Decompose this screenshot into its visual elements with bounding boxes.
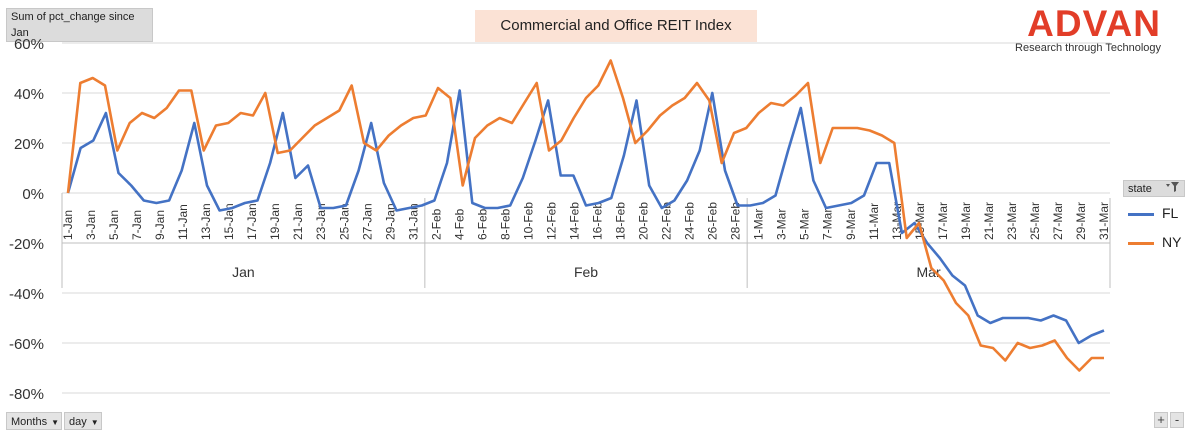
x-tick-label: 5-Mar: [798, 209, 812, 240]
x-tick-label: 1-Jan: [61, 210, 75, 240]
x-tick-label: 27-Mar: [1051, 202, 1065, 240]
value-field-label[interactable]: Sum of pct_change since Jan: [6, 8, 153, 42]
months-field-label: Months: [11, 416, 48, 428]
y-tick-label: 0%: [22, 186, 44, 203]
x-tick-label: 11-Mar: [867, 203, 881, 240]
x-tick-label: 9-Jan: [153, 210, 167, 240]
x-tick-label: 15-Jan: [222, 203, 236, 240]
day-field-button[interactable]: day ▼: [64, 412, 102, 430]
x-tick-label: 6-Feb: [475, 208, 489, 240]
x-tick-label: 10-Feb: [521, 202, 535, 240]
y-tick-label: -60%: [9, 336, 44, 353]
expand-button[interactable]: +: [1154, 412, 1168, 428]
legend-field-label: state: [1128, 183, 1152, 195]
x-tick-label: 13-Jan: [199, 203, 213, 240]
x-tick-label: 27-Jan: [360, 203, 374, 240]
series-line-ny: [66, 59, 1104, 372]
months-field-button[interactable]: Months ▼: [6, 412, 62, 430]
x-tick-label: 3-Jan: [84, 210, 98, 240]
x-tick-label: 21-Jan: [291, 203, 305, 240]
x-tick-label: 31-Jan: [406, 203, 420, 240]
filter-funnel-icon[interactable]: [1166, 181, 1180, 198]
x-tick-label: 19-Jan: [268, 203, 282, 240]
y-tick-label: -20%: [9, 236, 44, 253]
x-tick-label: 18-Feb: [614, 202, 628, 240]
x-tick-label: 9-Mar: [844, 209, 858, 240]
x-tick-label: 12-Feb: [544, 202, 558, 240]
month-label: Jan: [232, 264, 255, 280]
x-tick-label: 29-Mar: [1074, 202, 1088, 240]
legend-field-button[interactable]: state: [1123, 180, 1185, 197]
x-tick-label: 16-Feb: [591, 202, 605, 240]
x-tick-label: 24-Feb: [683, 202, 697, 240]
collapse-button[interactable]: -: [1170, 412, 1184, 428]
legend-label-fl: FL: [1162, 205, 1179, 221]
x-tick-label: 22-Feb: [660, 202, 674, 240]
x-tick-label: 1-Mar: [752, 209, 766, 240]
y-tick-label: 40%: [14, 86, 44, 103]
dropdown-arrow-icon: ▼: [51, 418, 59, 427]
x-tick-label: 15-Mar: [913, 202, 927, 240]
x-tick-label: 4-Feb: [452, 208, 466, 240]
x-tick-label: 23-Mar: [1005, 202, 1019, 240]
x-tick-label: 25-Jan: [337, 203, 351, 240]
x-tick-label: 23-Jan: [314, 203, 328, 240]
y-tick-label: 20%: [14, 136, 44, 153]
legend-item-ny: NY: [1128, 234, 1181, 250]
x-tick-label: 7-Mar: [821, 209, 835, 240]
x-tick-label: 17-Jan: [245, 203, 259, 240]
x-tick-label: 11-Jan: [176, 204, 190, 240]
x-tick-label: 21-Mar: [982, 202, 996, 240]
x-tick-label: 29-Jan: [383, 203, 397, 240]
legend-swatch-fl: [1128, 212, 1154, 216]
legend-label-ny: NY: [1162, 234, 1182, 250]
brand-logo: ADVAN Research through Technology: [1015, 3, 1161, 55]
x-tick-label: 7-Jan: [130, 210, 144, 240]
x-tick-label: 8-Feb: [498, 208, 512, 240]
x-tick-label: 25-Mar: [1028, 202, 1042, 240]
x-tick-label: 26-Feb: [706, 202, 720, 240]
y-tick-label: -40%: [9, 286, 44, 303]
legend-swatch-ny: [1128, 241, 1154, 245]
day-field-label: day: [69, 416, 87, 428]
dropdown-arrow-icon: ▼: [90, 418, 99, 427]
x-tick-label: 20-Feb: [637, 202, 651, 240]
month-label: Mar: [917, 264, 941, 280]
brand-name: ADVAN: [1027, 3, 1161, 44]
y-tick-label: -80%: [9, 386, 44, 403]
x-tick-label: 5-Jan: [107, 210, 121, 240]
x-tick-label: 3-Mar: [775, 209, 789, 240]
chart-title: Commercial and Office REIT Index: [475, 10, 757, 42]
x-tick-label: 31-Mar: [1097, 202, 1111, 240]
month-label: Feb: [574, 264, 598, 280]
y-tick-label: 60%: [14, 36, 44, 53]
x-tick-label: 17-Mar: [936, 202, 950, 240]
series-line-fl: [66, 89, 1105, 345]
brand-tagline: Research through Technology: [1015, 42, 1161, 54]
x-tick-label: 2-Feb: [429, 208, 443, 240]
x-tick-label: 14-Feb: [567, 202, 581, 240]
x-tick-label: 28-Feb: [729, 202, 743, 240]
x-tick-label: 19-Mar: [959, 202, 973, 240]
legend-item-fl: FL: [1128, 205, 1178, 221]
